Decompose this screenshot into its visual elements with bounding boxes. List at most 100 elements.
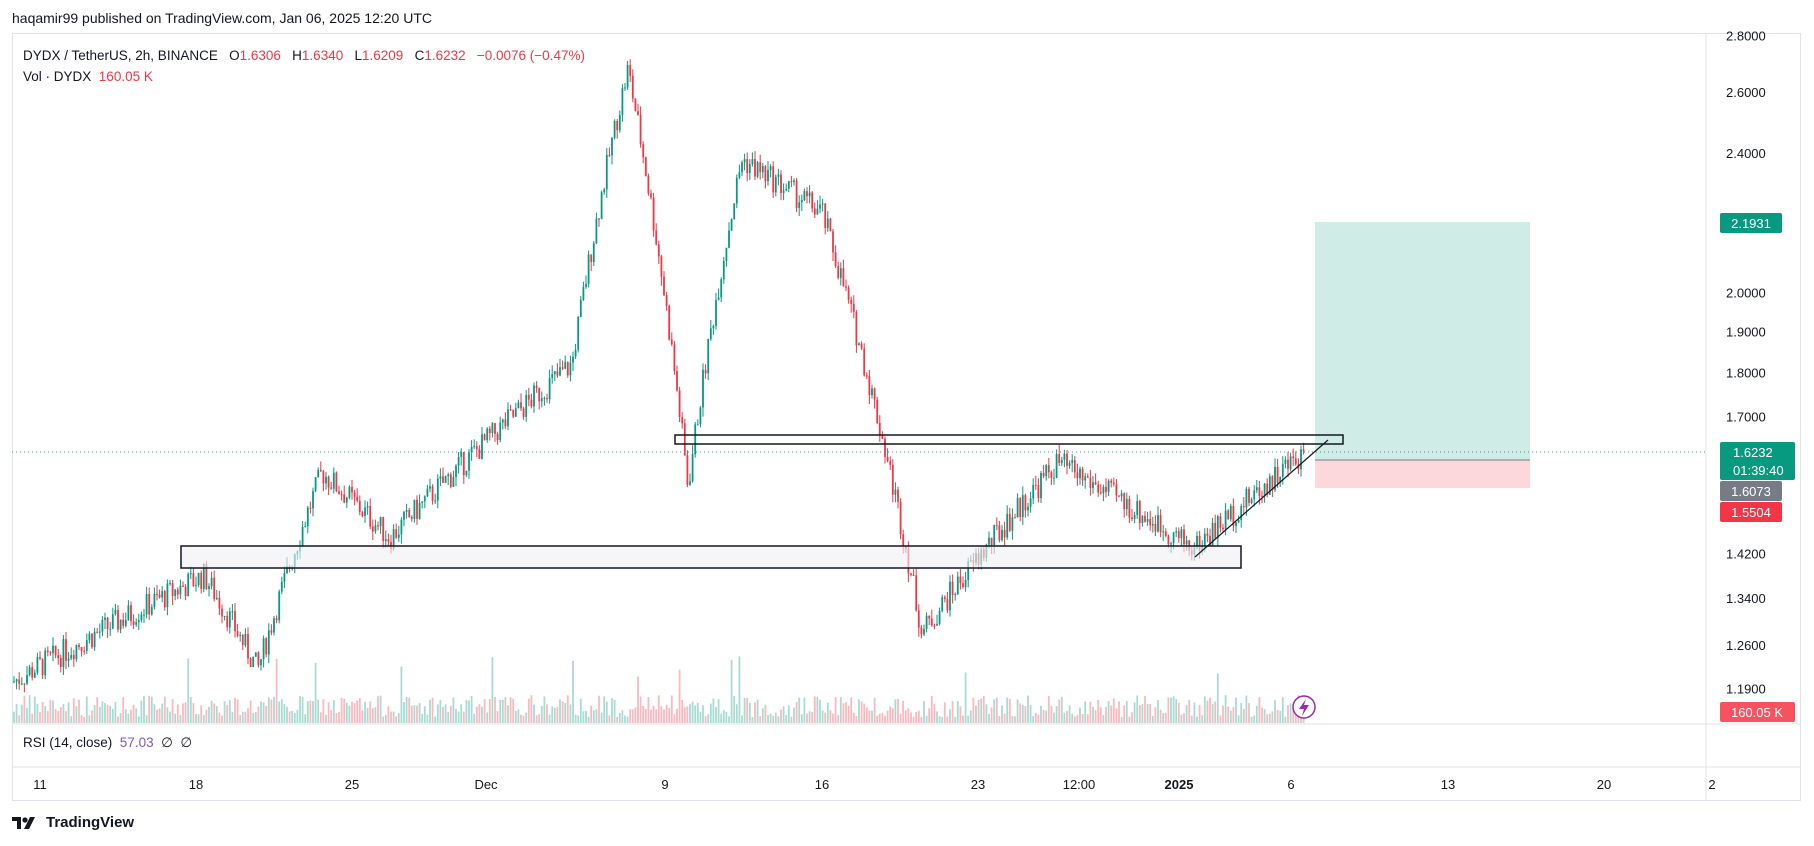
candle-body <box>850 299 853 304</box>
support-box[interactable] <box>180 545 1242 569</box>
volume-bar <box>468 700 470 723</box>
candle-body <box>777 174 780 177</box>
candle-body <box>72 654 75 660</box>
volume-bar <box>982 696 985 723</box>
volume-bar <box>205 709 208 723</box>
candle-body <box>520 402 522 409</box>
candle-body <box>1276 466 1279 483</box>
volume-bar <box>582 711 585 723</box>
candle-body <box>582 287 585 300</box>
candle-body <box>902 534 905 547</box>
volume-bar <box>1055 706 1058 723</box>
volume-bar <box>1071 713 1074 723</box>
candle-body <box>1224 510 1227 530</box>
resistance-box[interactable] <box>674 434 1344 445</box>
candle-body <box>1115 484 1118 496</box>
volume-bar <box>556 706 559 723</box>
candle-body <box>1133 515 1136 520</box>
candle-body <box>806 191 808 197</box>
price-tick-label: 1.9000 <box>1726 324 1766 339</box>
volume-bar <box>863 703 866 723</box>
volume-bar <box>117 716 119 723</box>
volume-bar <box>725 711 728 723</box>
candle-body <box>494 423 496 434</box>
candle-body <box>741 162 743 173</box>
volume-bar <box>301 696 304 723</box>
volume-bar <box>912 716 915 723</box>
candle-body <box>1281 463 1284 477</box>
ascending-trendline[interactable] <box>1194 439 1329 558</box>
volume-bar <box>304 714 307 723</box>
candlestick-series <box>13 59 1305 693</box>
candle-body <box>130 605 132 622</box>
candle-body <box>605 154 608 190</box>
volume-bar <box>176 704 179 723</box>
volume-bar <box>842 703 845 723</box>
volume-bar <box>915 712 918 723</box>
candle-body <box>1014 517 1016 519</box>
open-key: O <box>229 48 240 63</box>
volume-bar <box>491 657 494 723</box>
candle-body <box>611 137 613 156</box>
volume-bar <box>956 701 959 723</box>
candle-body <box>236 631 239 636</box>
candle-body <box>1006 513 1009 538</box>
candle-body <box>483 434 486 441</box>
candle-body <box>540 398 543 402</box>
volume-bar <box>231 711 234 723</box>
candle-body <box>205 563 208 589</box>
volume-bar <box>738 656 741 723</box>
candle-body <box>301 526 304 546</box>
candle-body <box>863 348 866 376</box>
candle-body <box>1027 506 1029 511</box>
candle-body <box>44 650 47 676</box>
volume-bar <box>122 697 125 723</box>
candle-body <box>195 585 197 587</box>
volume-bar <box>44 706 47 723</box>
volume-bar <box>733 695 736 723</box>
volume-bar <box>761 708 764 723</box>
candle-body <box>184 586 187 597</box>
stop-loss-zone[interactable] <box>1315 460 1530 488</box>
candle-body <box>135 622 138 625</box>
volume-bar <box>533 704 535 723</box>
candle-body <box>798 202 801 209</box>
low-value: 1.6209 <box>362 48 404 63</box>
candle-body <box>522 408 525 417</box>
take-profit-zone[interactable] <box>1315 222 1530 460</box>
candle-body <box>652 197 655 231</box>
candle-body <box>1071 460 1074 464</box>
candle-body <box>218 597 221 609</box>
candle-body <box>629 64 632 76</box>
time-axis: 11 18 25 Dec 9 16 23 12:00 2025 6 13 20 2 <box>33 777 1715 792</box>
candle-body <box>49 652 52 654</box>
volume-bar <box>1097 699 1100 723</box>
candle-body <box>1237 520 1240 523</box>
volume-bar <box>735 704 738 723</box>
volume-bar <box>1120 716 1123 723</box>
candle-body <box>28 667 31 675</box>
lightning-icon[interactable] <box>1292 695 1316 719</box>
volume-bar <box>408 697 411 723</box>
volume-bar <box>369 701 372 723</box>
volume-bar <box>1024 705 1027 723</box>
candle-body <box>166 583 169 608</box>
volume-bar <box>299 696 301 723</box>
candle-body <box>1053 477 1055 479</box>
volume-bar <box>72 698 75 723</box>
volume-bar <box>806 713 808 723</box>
candle-body <box>174 589 177 596</box>
candle-body <box>1055 454 1058 478</box>
candle-body <box>1032 484 1035 499</box>
volume-bar <box>67 702 70 723</box>
candle-body <box>377 525 379 527</box>
chart-frame[interactable] <box>12 33 1801 801</box>
volume-bar <box>1167 697 1170 723</box>
volume-bar <box>509 697 512 723</box>
candle-body <box>538 388 541 402</box>
candle-body <box>509 409 512 411</box>
volume-bar <box>1237 715 1240 723</box>
candle-body <box>416 499 418 519</box>
tradingview-brand[interactable]: TradingView <box>12 814 134 831</box>
